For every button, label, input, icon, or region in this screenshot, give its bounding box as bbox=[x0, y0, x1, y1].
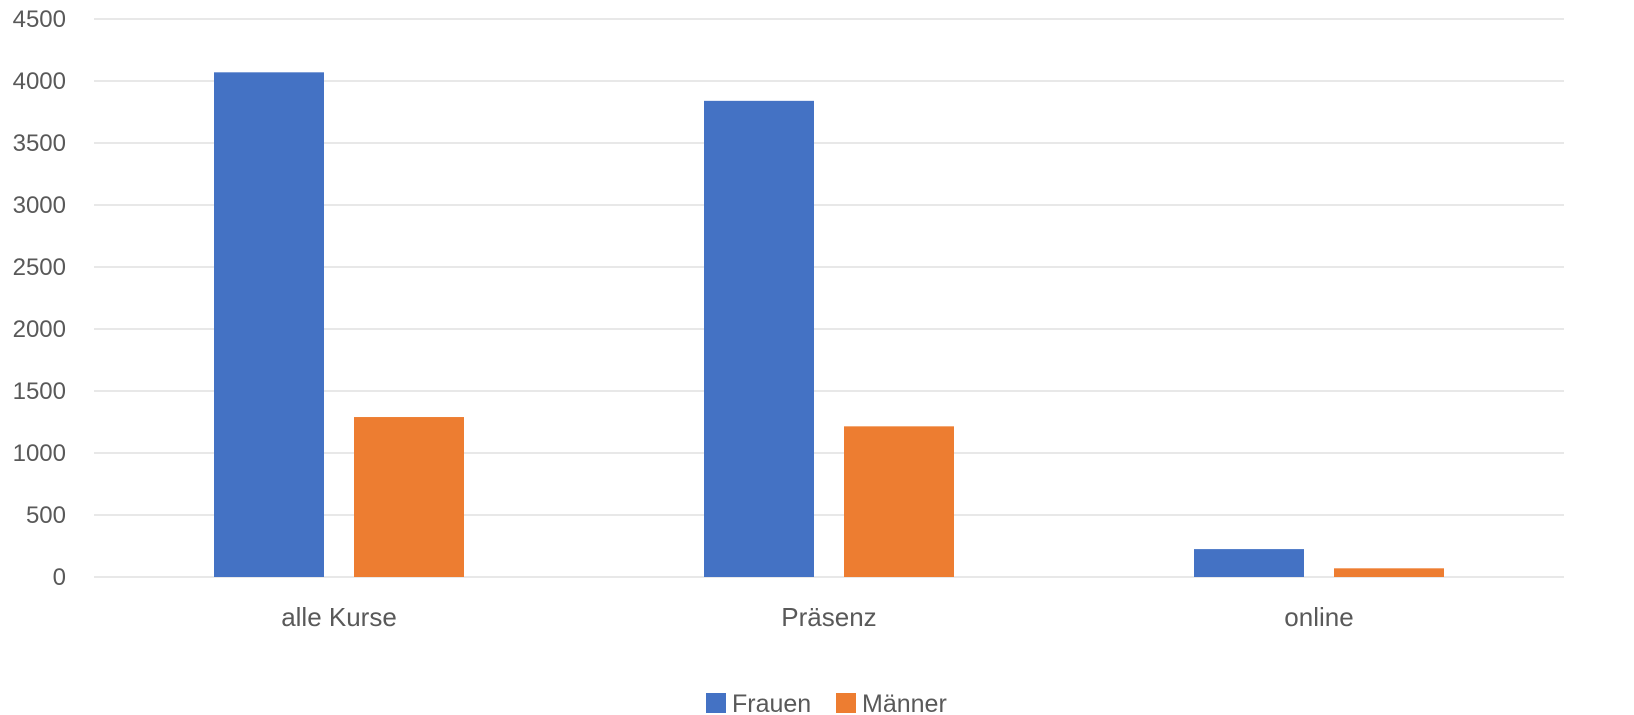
bars bbox=[214, 72, 1444, 577]
legend-swatch-frauen bbox=[706, 693, 726, 713]
y-tick-label: 4500 bbox=[13, 6, 66, 33]
bar-frauen bbox=[704, 100, 814, 577]
gridlines bbox=[94, 18, 1564, 578]
y-axis-ticks: 0 500 1000 1500 2000 2500 3000 3500 4000 4500 bbox=[13, 6, 66, 591]
y-tick-label: 2000 bbox=[13, 316, 66, 343]
y-tick-label: 2500 bbox=[13, 254, 66, 281]
y-tick-label: 4000 bbox=[13, 68, 66, 95]
bar-maenner bbox=[844, 426, 954, 577]
legend-swatch-maenner bbox=[836, 693, 856, 713]
y-tick-label: 3500 bbox=[13, 130, 66, 157]
bar-maenner bbox=[1334, 568, 1444, 577]
y-tick-label: 1500 bbox=[13, 378, 66, 405]
x-category-label: online bbox=[1284, 602, 1353, 632]
y-tick-label: 0 bbox=[53, 564, 66, 591]
legend: Frauen Männer bbox=[706, 690, 947, 715]
y-tick-label: 500 bbox=[26, 502, 66, 529]
x-category-label: Präsenz bbox=[781, 602, 876, 632]
bar-maenner bbox=[354, 417, 464, 577]
bar-frauen bbox=[1194, 549, 1304, 577]
x-axis-labels: alle Kurse Präsenz online bbox=[281, 602, 1354, 632]
y-tick-label: 3000 bbox=[13, 192, 66, 219]
x-category-label: alle Kurse bbox=[281, 602, 397, 632]
y-tick-label: 1000 bbox=[13, 440, 66, 467]
legend-label-frauen: Frauen bbox=[732, 690, 811, 715]
bar-frauen bbox=[214, 72, 324, 577]
legend-label-maenner: Männer bbox=[862, 690, 947, 715]
